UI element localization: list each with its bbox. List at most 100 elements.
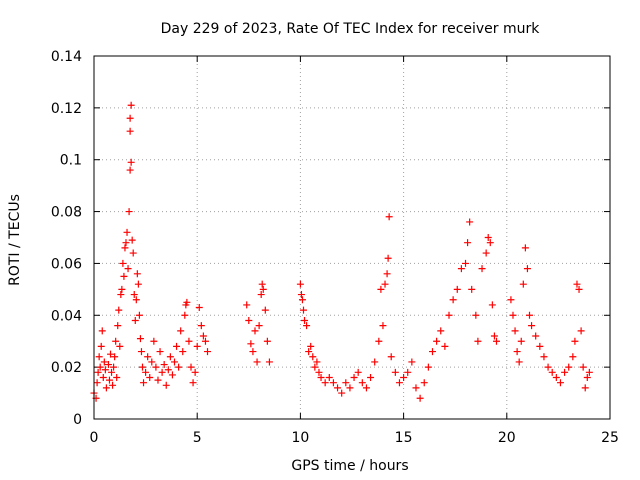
data-point <box>309 353 317 361</box>
x-tick-label: 15 <box>395 430 413 446</box>
data-point <box>561 368 569 376</box>
data-point <box>127 101 135 109</box>
data-point <box>303 322 311 330</box>
data-point <box>185 337 193 345</box>
data-point <box>189 379 197 387</box>
data-point <box>571 337 579 345</box>
data-point <box>177 327 185 335</box>
data-point <box>478 265 486 273</box>
data-point <box>251 327 259 335</box>
data-point <box>150 337 158 345</box>
x-tick-label: 25 <box>601 430 619 446</box>
data-point <box>109 381 117 389</box>
data-point <box>556 379 564 387</box>
data-point <box>490 332 498 340</box>
data-point <box>362 384 370 392</box>
data-point <box>391 368 399 376</box>
data-point <box>569 353 577 361</box>
data-point <box>449 296 457 304</box>
data-point <box>457 265 465 273</box>
data-point <box>261 306 269 314</box>
data-point <box>136 335 144 343</box>
data-point <box>144 353 152 361</box>
data-point <box>199 332 207 340</box>
data-point <box>437 327 445 335</box>
data-point <box>544 363 552 371</box>
data-point <box>575 285 583 293</box>
data-point <box>201 337 209 345</box>
data-point <box>383 270 391 278</box>
data-point <box>507 296 515 304</box>
data-point <box>162 381 170 389</box>
data-point <box>191 368 199 376</box>
data-point <box>298 296 306 304</box>
data-point <box>93 379 101 387</box>
data-point <box>552 374 560 382</box>
data-point <box>342 379 350 387</box>
y-tick-label: 0.04 <box>51 308 82 324</box>
data-point <box>379 322 387 330</box>
data-point <box>445 311 453 319</box>
x-axis-label: GPS time / hours <box>291 458 408 474</box>
data-point <box>358 379 366 387</box>
data-point <box>258 280 266 288</box>
data-point <box>528 322 536 330</box>
data-point <box>193 342 201 350</box>
data-point <box>317 374 325 382</box>
data-point <box>166 353 174 361</box>
data-point <box>122 239 130 247</box>
y-tick-label: 0.02 <box>51 360 82 376</box>
data-point <box>257 291 265 299</box>
data-point <box>134 280 142 288</box>
data-point <box>255 322 263 330</box>
data-point <box>118 285 126 293</box>
data-point <box>395 379 403 387</box>
y-tick-label: 0.1 <box>60 153 82 169</box>
data-point <box>412 384 420 392</box>
data-point <box>107 350 115 358</box>
data-point <box>511 327 519 335</box>
data-point <box>492 337 500 345</box>
data-point <box>420 379 428 387</box>
data-point <box>148 358 156 366</box>
data-point <box>204 348 212 356</box>
data-point <box>160 361 168 369</box>
data-point <box>113 374 121 382</box>
data-point <box>102 384 110 392</box>
data-point <box>156 348 164 356</box>
data-point <box>152 363 160 371</box>
data-point <box>441 342 449 350</box>
data-point <box>124 265 132 273</box>
data-point <box>453 285 461 293</box>
data-point <box>125 208 133 216</box>
data-point <box>325 374 333 382</box>
data-point <box>307 342 315 350</box>
y-tick-label: 0.08 <box>51 205 82 221</box>
data-point <box>521 244 529 252</box>
data-point <box>100 358 108 366</box>
data-point <box>474 337 482 345</box>
data-point <box>573 280 581 288</box>
data-point <box>187 363 195 371</box>
data-point <box>175 363 183 371</box>
data-point <box>117 291 125 299</box>
data-point <box>416 394 424 402</box>
data-point <box>121 244 129 252</box>
data-point <box>131 316 139 324</box>
data-point <box>154 376 162 384</box>
data-point <box>375 337 383 345</box>
data-point <box>428 348 436 356</box>
data-point <box>126 166 134 174</box>
x-tick-label: 5 <box>193 430 202 446</box>
data-point <box>583 374 591 382</box>
data-point <box>354 368 362 376</box>
data-point <box>381 280 389 288</box>
data-point <box>466 218 474 226</box>
data-point <box>249 348 257 356</box>
data-point <box>577 327 585 335</box>
data-point <box>247 340 255 348</box>
data-points <box>90 101 593 402</box>
data-point <box>509 311 517 319</box>
data-point <box>95 353 103 361</box>
data-point <box>195 304 203 312</box>
